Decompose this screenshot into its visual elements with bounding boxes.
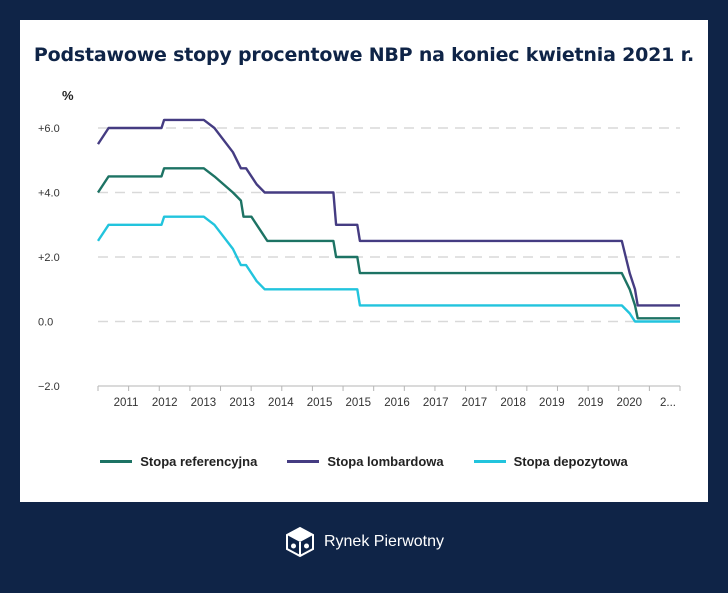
x-tick-label: 2015 [307, 397, 333, 409]
legend-swatch-lombardowa [287, 460, 320, 463]
chart-title: Podstawowe stopy procentowe NBP na konie… [33, 44, 695, 66]
y-tick-label: +6.0 [38, 123, 60, 135]
x-tick-label: 2019 [578, 397, 604, 409]
legend-label-referencyjna: Stopa referencyjna [140, 454, 258, 469]
legend-swatch-referencyjna [100, 460, 133, 463]
x-tick-label: 2013 [191, 397, 217, 409]
x-tick-label: 2011 [114, 397, 139, 409]
legend-item-depozytowa: Stopa depozytowa [473, 454, 628, 469]
y-axis-label: % [62, 88, 74, 103]
x-tick-label: 2019 [539, 397, 565, 409]
legend: Stopa referencyjna Stopa lombardowa Stop… [20, 454, 708, 469]
cube-logo-icon [285, 526, 314, 558]
x-tick-label: 2017 [423, 397, 449, 409]
chart-card: Podstawowe stopy procentowe NBP na konie… [20, 20, 708, 502]
axes: % +6.0 +4.0 +2.0 0.0 −2.0 2011 2012 2013 2013 2014… [38, 88, 681, 409]
legend-swatch-depozytowa [473, 460, 506, 463]
x-tick-label: 2012 [152, 397, 178, 409]
legend-label-lombardowa: Stopa lombardowa [327, 454, 444, 469]
x-tick-label: 2014 [268, 397, 294, 409]
series-lines [96, 118, 680, 323]
legend-label-depozytowa: Stopa depozytowa [513, 454, 628, 469]
x-tick-label: 2017 [462, 397, 488, 409]
x-tick-label: 2020 [616, 397, 642, 409]
series-line-1 [96, 167, 680, 320]
x-tick-label: 2015 [345, 397, 371, 409]
y-tick-label: −2.0 [38, 381, 60, 393]
y-tick-label: 0.0 [38, 317, 53, 329]
series-line-3 [96, 215, 680, 323]
y-tick-label: +4.0 [38, 188, 60, 200]
series-line-2 [96, 118, 680, 307]
legend-item-lombardowa: Stopa lombardowa [287, 454, 444, 469]
legend-item-referencyjna: Stopa referencyjna [100, 454, 257, 469]
brand-name: Rynek Pierwotny [323, 533, 445, 550]
x-tick-label: 2018 [500, 397, 526, 409]
x-tick-label: 2013 [229, 397, 255, 409]
y-tick-label: +2.0 [38, 252, 60, 264]
line-chart: % +6.0 +4.0 +2.0 0.0 −2.0 2011 2012 2013 2013 2014… [38, 88, 681, 409]
x-tick-label: 2016 [384, 397, 410, 409]
x-tick-label: 2... [660, 397, 676, 409]
footer-brand: Rynek Pierwotny [0, 526, 728, 558]
grid-lines [98, 127, 680, 323]
